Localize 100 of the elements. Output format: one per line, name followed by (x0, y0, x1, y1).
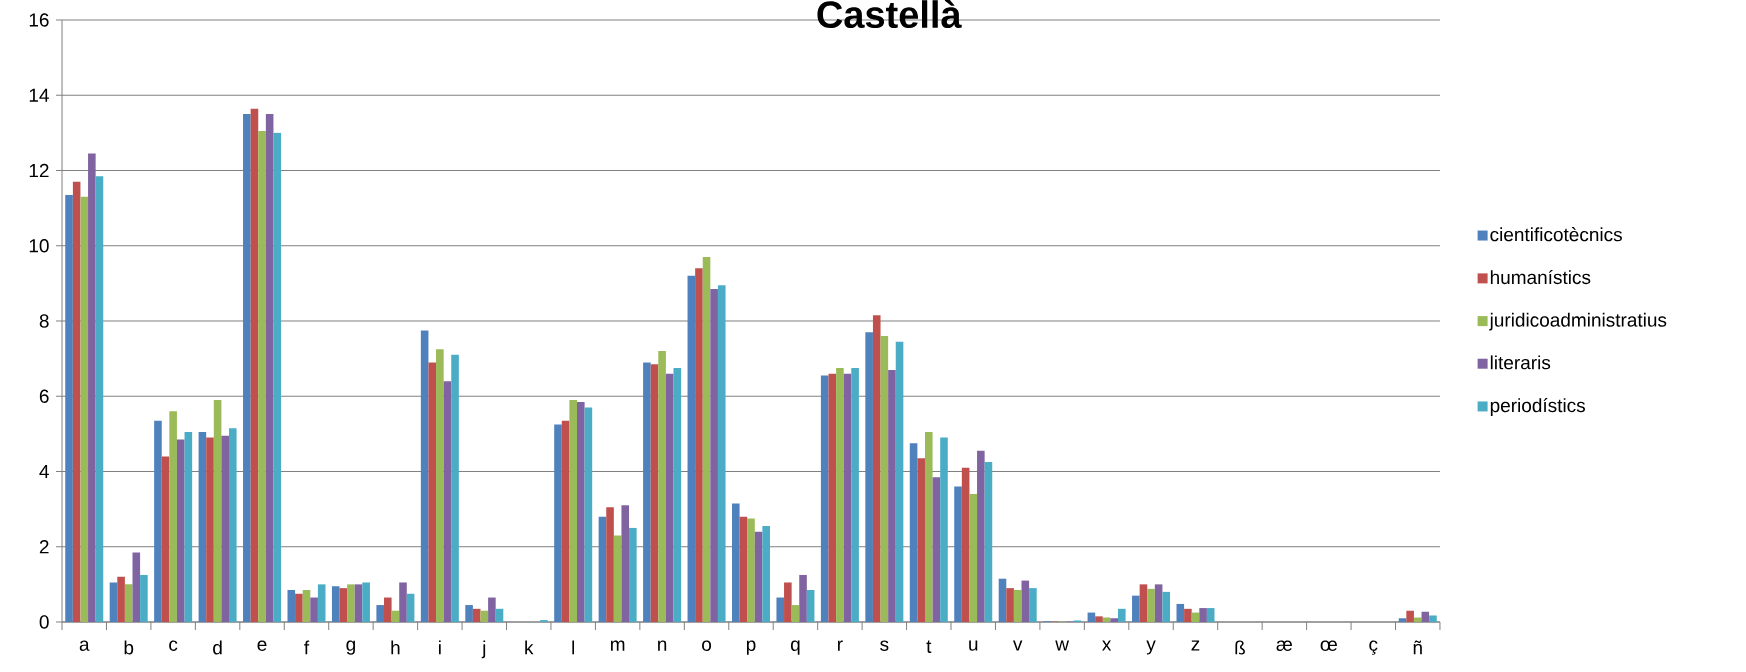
bar (584, 407, 593, 622)
x-tick-label: z (1191, 640, 1200, 651)
bar (784, 582, 792, 622)
legend-label: literaris (1490, 355, 1551, 370)
bar (488, 597, 496, 622)
bar (554, 424, 562, 622)
bar (820, 375, 829, 622)
bar (917, 458, 925, 622)
bar (465, 605, 473, 622)
y-tick-label: 10 (29, 239, 49, 253)
bar (287, 590, 296, 622)
y-tick-label: 0 (39, 615, 49, 629)
legend-label: cientificotècnics (1490, 227, 1622, 242)
x-tick-label: g (346, 640, 355, 655)
bar (176, 439, 185, 622)
x-tick-label: j (481, 640, 486, 659)
x-tick-label: æ (1276, 640, 1292, 651)
bar (65, 194, 73, 622)
bar (739, 516, 748, 622)
bar (443, 381, 452, 622)
bar (95, 176, 104, 622)
bar (1406, 610, 1414, 622)
bar (428, 362, 437, 622)
y-tick-label: 4 (39, 464, 49, 479)
x-tick-label: p (746, 640, 756, 655)
x-tick-label: k (525, 640, 534, 655)
bar (673, 368, 682, 622)
y-tick-label: 8 (39, 314, 49, 328)
bar (606, 507, 614, 622)
bar (1176, 603, 1185, 622)
bar (221, 435, 229, 622)
bar (940, 437, 948, 622)
x-tick-label: c (169, 640, 178, 651)
bar (161, 456, 170, 622)
bar (302, 590, 311, 622)
bar (1398, 618, 1407, 622)
bar (621, 505, 630, 622)
bar (762, 526, 770, 622)
bar (391, 610, 400, 622)
x-tick-label: d (213, 640, 222, 655)
x-tick-label: r (837, 640, 843, 651)
y-tick-label: 12 (29, 163, 49, 178)
x-tick-label: s (880, 640, 889, 651)
x-tick-label: m (610, 640, 625, 651)
bar (576, 401, 585, 622)
x-tick-label: e (257, 640, 267, 651)
x-tick-label: q (790, 640, 800, 655)
bar (1013, 590, 1022, 622)
bar (117, 576, 125, 622)
bar (799, 574, 807, 622)
y-tick-label: 2 (39, 540, 49, 554)
bar (806, 590, 815, 622)
bar (888, 369, 896, 622)
bar (243, 114, 251, 622)
bar (717, 285, 726, 622)
bar (1206, 608, 1215, 622)
bar (169, 411, 177, 622)
bar (598, 516, 607, 622)
bar (1139, 584, 1148, 622)
bar (687, 275, 696, 622)
x-tick-label: ñ (1413, 640, 1422, 655)
x-tick-label: o (702, 640, 712, 651)
bar (1006, 588, 1014, 622)
bar (436, 349, 444, 622)
bar (836, 368, 844, 622)
bar (613, 535, 622, 622)
bar (710, 289, 718, 622)
legend-label: periodístics (1490, 398, 1585, 416)
bar (969, 494, 978, 622)
x-tick-label: b (124, 640, 134, 655)
bar (954, 486, 962, 622)
bar (295, 593, 303, 622)
bar (198, 431, 207, 622)
bar (1117, 608, 1126, 622)
bar (695, 268, 703, 622)
bar (1421, 611, 1430, 622)
bar (932, 477, 941, 622)
bar (399, 582, 407, 622)
bar (776, 597, 785, 622)
bar (265, 114, 274, 622)
bar (362, 582, 370, 622)
bar (1147, 588, 1155, 622)
bar (924, 431, 933, 622)
bar (977, 450, 985, 622)
bar (72, 181, 81, 622)
bar (406, 593, 415, 622)
bar (273, 132, 282, 622)
bar (629, 527, 637, 622)
chart-title: Castellà (817, 0, 962, 29)
x-tick-label: l (572, 640, 575, 655)
bar (184, 431, 193, 622)
bar (383, 597, 392, 622)
bar (880, 336, 889, 622)
bar (317, 584, 326, 622)
bar (643, 362, 651, 622)
bar (206, 437, 214, 622)
bar (561, 420, 570, 622)
bar (909, 443, 918, 622)
legend-label: juridicoadministratius (1489, 312, 1667, 331)
x-tick-label: ç (1369, 640, 1378, 655)
